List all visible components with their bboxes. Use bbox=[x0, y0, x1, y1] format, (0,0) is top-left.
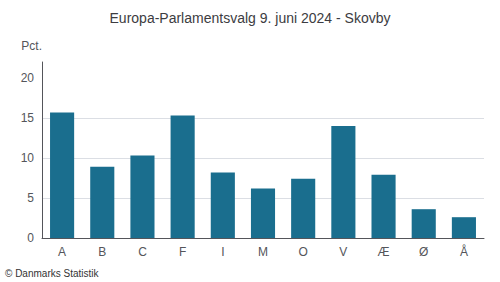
svg-text:V: V bbox=[339, 245, 347, 259]
svg-text:0: 0 bbox=[27, 231, 34, 245]
svg-text:Æ: Æ bbox=[378, 245, 390, 259]
svg-text:A: A bbox=[58, 245, 66, 259]
svg-text:© Danmarks Statistik: © Danmarks Statistik bbox=[5, 268, 100, 279]
svg-text:I: I bbox=[221, 245, 224, 259]
svg-text:Pct.: Pct. bbox=[21, 39, 42, 53]
svg-text:20: 20 bbox=[21, 71, 35, 85]
svg-text:B: B bbox=[98, 245, 106, 259]
svg-text:M: M bbox=[258, 245, 268, 259]
svg-text:10: 10 bbox=[21, 151, 35, 165]
svg-text:O: O bbox=[299, 245, 308, 259]
svg-text:Europa-Parlamentsvalg 9. juni: Europa-Parlamentsvalg 9. juni 2024 - Sko… bbox=[110, 10, 391, 26]
svg-text:Ø: Ø bbox=[419, 245, 428, 259]
svg-text:Å: Å bbox=[460, 244, 468, 259]
svg-text:C: C bbox=[138, 245, 147, 259]
svg-text:15: 15 bbox=[21, 111, 35, 125]
svg-text:F: F bbox=[179, 245, 186, 259]
svg-text:5: 5 bbox=[27, 191, 34, 205]
